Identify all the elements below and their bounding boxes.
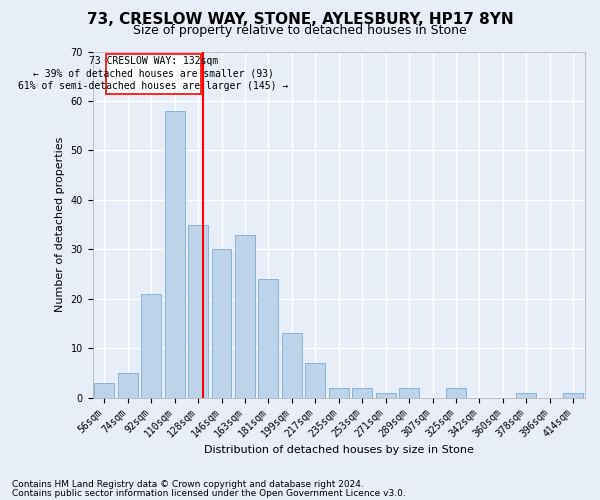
Bar (446, 388, 466, 398)
Bar (376, 393, 395, 398)
Bar (563, 393, 583, 398)
Text: ← 39% of detached houses are smaller (93): ← 39% of detached houses are smaller (93… (33, 69, 274, 79)
Text: 73, CRESLOW WAY, STONE, AYLESBURY, HP17 8YN: 73, CRESLOW WAY, STONE, AYLESBURY, HP17 … (86, 12, 514, 28)
Bar (212, 250, 232, 398)
Bar (141, 294, 161, 398)
Text: 61% of semi-detached houses are larger (145) →: 61% of semi-detached houses are larger (… (19, 81, 289, 91)
Bar (282, 334, 302, 398)
Bar (259, 279, 278, 398)
Bar (329, 388, 349, 398)
Bar (118, 373, 137, 398)
Bar (164, 111, 185, 398)
Text: Contains HM Land Registry data © Crown copyright and database right 2024.: Contains HM Land Registry data © Crown c… (12, 480, 364, 489)
X-axis label: Distribution of detached houses by size in Stone: Distribution of detached houses by size … (204, 445, 474, 455)
Text: Contains public sector information licensed under the Open Government Licence v3: Contains public sector information licen… (12, 488, 406, 498)
Text: Size of property relative to detached houses in Stone: Size of property relative to detached ho… (133, 24, 467, 37)
Bar (517, 393, 536, 398)
Y-axis label: Number of detached properties: Number of detached properties (55, 137, 65, 312)
Bar (305, 363, 325, 398)
Bar (188, 224, 208, 398)
FancyBboxPatch shape (106, 54, 201, 94)
Bar (235, 234, 255, 398)
Bar (399, 388, 419, 398)
Bar (94, 383, 114, 398)
Text: 73 CRESLOW WAY: 132sqm: 73 CRESLOW WAY: 132sqm (89, 56, 218, 66)
Bar (352, 388, 372, 398)
